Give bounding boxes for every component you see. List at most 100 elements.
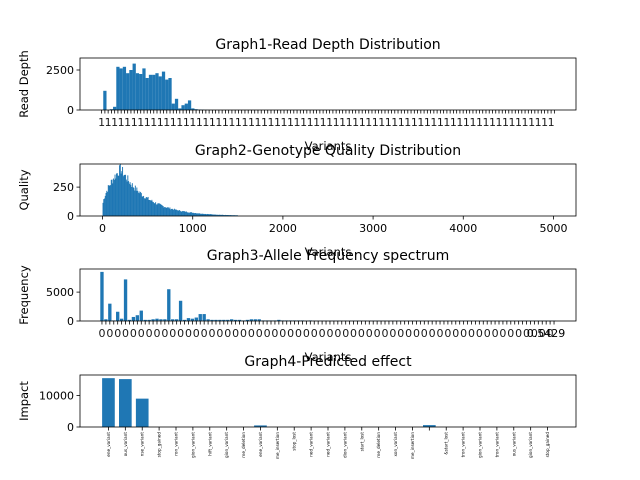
x-tick-label: 1 [417,116,424,129]
x-tick-label: 1 [411,116,418,129]
bar [147,319,151,321]
histogram-bin [196,213,198,216]
histogram-bin [193,213,195,216]
histogram-bin [134,185,136,216]
bar [237,319,242,321]
axes-frame [79,374,577,428]
x-tick-label: 1 [346,116,353,129]
histogram-bin [219,214,221,216]
x-tick-label: 0 [193,327,200,340]
axes-frame [79,163,577,217]
histogram-bin [181,211,183,216]
histogram-bin [138,191,140,216]
histogram-bin [197,213,199,216]
x-category-label: me_deletion [241,432,246,458]
x-tick-label: 0 [492,327,499,340]
x-tick-label: 0 [161,327,168,340]
histogram-bin [157,203,159,216]
y-axis-label: Quality [17,169,31,210]
histogram-bin [155,204,157,216]
histogram-bin [161,205,163,216]
chart-title: Graph3-Allele Frequency spectrum [207,248,450,264]
histogram-bin [150,200,152,216]
x-tick-label: 1 [443,116,450,129]
x-category-label: gion_variant [190,432,195,458]
x-tick-label: 1 [98,116,105,129]
histogram-bin [200,213,202,216]
histogram-bin [131,183,133,216]
histogram-bin [169,207,171,216]
bar [187,100,192,110]
histogram-bin [140,193,142,216]
x-category-label: ron_variant [174,432,179,456]
bar [178,108,182,110]
histogram-bin [110,179,112,216]
x-tick-label: 0 [507,327,514,340]
bar [152,74,156,110]
bar [165,79,169,110]
y-axis-label: Impact [17,381,31,421]
histogram-bin [182,211,184,216]
bar [226,319,230,321]
histogram-bin [191,212,193,216]
chart-title: Graph2-Genotype Quality Distribution [195,143,461,159]
histogram-bin [129,182,131,216]
histogram-bin [170,209,172,216]
histogram-bin [128,183,130,216]
x-tick-label: 1 [398,116,405,129]
bar [135,398,149,427]
histogram-bin [125,179,127,216]
x-tick-label: 1 [463,116,470,129]
bar [174,319,179,321]
bar [245,319,250,321]
histogram-bin [104,195,106,216]
x-tick-label: 1 [476,116,483,129]
histogram-bin [135,190,137,216]
histogram-bin [125,174,127,216]
histogram-bin [158,203,160,216]
histogram-bin [217,214,219,216]
bar [151,319,155,321]
histogram-bin [148,199,150,216]
bar [122,66,127,110]
histogram-bin [222,214,224,216]
histogram-bin [113,178,115,216]
x-tick-label: 0 [334,327,341,340]
x-tick-label: 1 [372,116,379,129]
x-tick-label: 1 [222,116,229,129]
bar [171,103,175,110]
x-tick-label: 1 [548,116,555,129]
histogram-bin [128,181,130,216]
x-tick-label: 1 [144,116,151,129]
x-category-label: ous_variant [123,432,128,457]
x-tick-label: 0 [264,327,271,340]
bar [100,271,104,321]
histogram-bin [145,197,147,216]
x-tick-label: 0 [138,327,145,340]
x-category-label: gion_variant [528,432,533,458]
x-category-label: xon_variant [393,432,398,457]
histogram-bin [143,198,145,216]
x-tick-label: 0 [185,327,192,340]
x-tick-label: 0 [146,327,153,340]
histogram-bin [228,215,229,216]
histogram-bin [210,214,211,216]
x-tick-label: 0 [326,327,333,340]
histogram-bin [149,199,151,216]
histogram-bin [164,207,166,216]
histogram-bin [108,185,110,216]
x-tick-label: 1 [124,116,131,129]
axes-frame [79,57,577,111]
histogram-bin [107,185,109,216]
x-tick-label: 0 [499,327,506,340]
histogram-bin [122,166,124,216]
x-category-label: tron_variant [494,432,499,458]
x-tick-label: 1 [522,116,529,129]
x-tick-label: 1 [105,116,112,129]
histogram-bin [203,213,205,216]
histogram-bin [208,214,210,216]
histogram-bin [219,214,220,216]
y-tick-label: 250 [53,181,74,194]
x-tick-label: 0 [279,327,286,340]
x-tick-label: 0 [444,327,451,340]
